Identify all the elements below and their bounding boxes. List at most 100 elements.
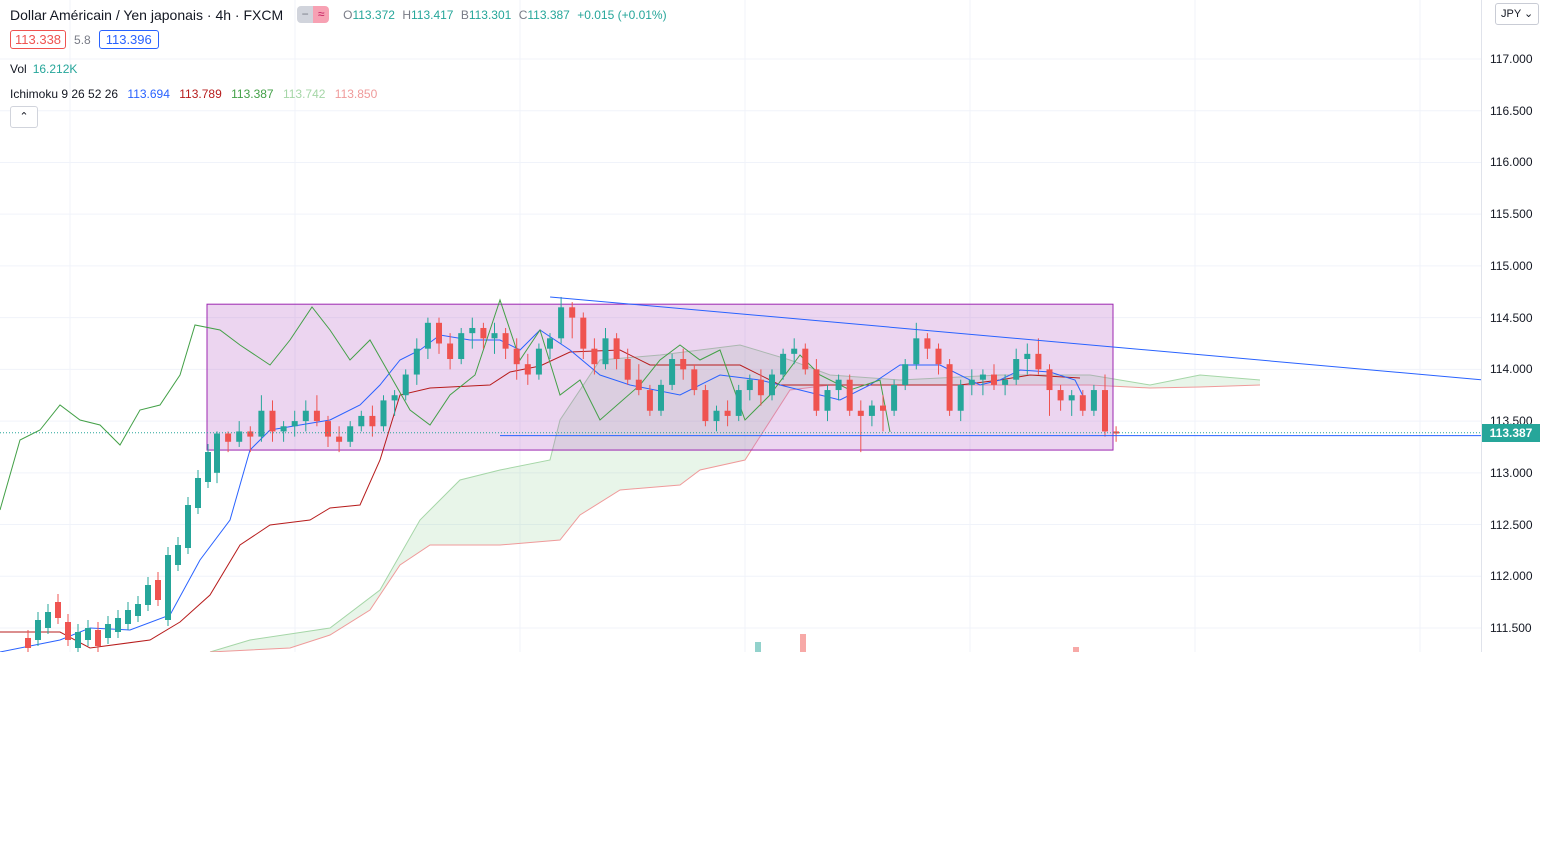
candle xyxy=(946,364,953,411)
candle xyxy=(75,632,81,648)
candle xyxy=(547,338,553,349)
candle xyxy=(680,359,687,370)
candle xyxy=(580,317,587,349)
candle xyxy=(1013,359,1020,380)
buy-button[interactable]: 113.396 xyxy=(98,30,159,49)
candle xyxy=(369,415,376,427)
candle xyxy=(347,426,354,442)
approx-icon[interactable]: ≈ xyxy=(313,6,330,23)
candle xyxy=(713,410,720,422)
candle xyxy=(115,618,121,632)
candle xyxy=(802,348,809,370)
price-chart[interactable] xyxy=(0,0,1481,652)
candle xyxy=(247,431,254,437)
candle xyxy=(735,390,742,416)
candle xyxy=(1046,369,1053,391)
candle xyxy=(491,333,498,339)
status-pill[interactable]: − ≈ xyxy=(297,6,330,23)
candle xyxy=(95,630,101,646)
candle xyxy=(214,433,220,473)
candle xyxy=(85,628,91,640)
candle xyxy=(846,379,853,411)
candle xyxy=(835,379,842,391)
candle xyxy=(591,348,598,365)
candle xyxy=(258,410,265,437)
candle xyxy=(391,395,398,401)
candle xyxy=(436,322,442,344)
sell-button[interactable]: 113.338 xyxy=(10,30,67,49)
candle xyxy=(469,327,476,334)
candle xyxy=(669,359,676,385)
candle xyxy=(635,379,642,391)
candle xyxy=(45,612,51,628)
collapse-legend-button[interactable]: ⌃ xyxy=(10,106,38,128)
candle xyxy=(868,405,875,416)
candle xyxy=(824,390,831,411)
ohlc-values: O113.372 H113.417 B113.301 C113.387 +0.0… xyxy=(343,8,670,22)
candle xyxy=(991,374,997,385)
candle xyxy=(957,384,964,411)
candle xyxy=(880,405,886,411)
candle xyxy=(535,348,542,375)
candle xyxy=(402,374,409,396)
candle xyxy=(145,585,151,605)
change-value: +0.015 (+0.01%) xyxy=(577,7,667,22)
price-tick-label: 117.000 xyxy=(1490,52,1533,66)
candle xyxy=(979,374,986,380)
candle xyxy=(336,436,343,442)
close-value: 113.387 xyxy=(527,7,570,22)
candle xyxy=(135,604,141,616)
price-tick-label: 113.000 xyxy=(1490,465,1533,480)
high-label: H xyxy=(402,7,411,22)
candle xyxy=(902,364,909,385)
volume-legend[interactable]: Vol 16.212K xyxy=(10,62,77,76)
trade-row: 113.338 5.8 113.396 xyxy=(10,30,159,49)
price-scale[interactable]: JPY ⌄ 117.000 116.500 116.000 115.500 115.00… xyxy=(1481,0,1543,652)
candle xyxy=(658,384,664,411)
ichimoku-label: Ichimoku 9 26 52 26 xyxy=(10,87,119,101)
price-tick-label: 116.000 xyxy=(1490,155,1533,170)
candle xyxy=(513,348,520,365)
chart-pane[interactable]: Dollar Américain / Yen japonais · 4h · F… xyxy=(0,0,1481,652)
volume-bar xyxy=(755,642,761,652)
candle xyxy=(480,327,487,339)
candle xyxy=(447,343,454,360)
candle xyxy=(313,410,320,422)
candle xyxy=(913,338,920,365)
candle xyxy=(691,369,698,391)
kijun-sen-line xyxy=(0,349,1081,649)
candle xyxy=(269,410,276,432)
last-price-label: 113.387 xyxy=(1482,423,1540,442)
candle xyxy=(702,390,709,422)
spread-value: 5.8 xyxy=(74,32,91,47)
price-tick-label: 116.500 xyxy=(1490,103,1533,118)
candle xyxy=(746,379,753,391)
candle xyxy=(1102,390,1108,432)
candle xyxy=(935,348,942,365)
price-tick-label: 115.500 xyxy=(1490,207,1533,222)
ichimoku-legend[interactable]: Ichimoku 9 26 52 26 113.694 113.789 113.… xyxy=(10,87,377,101)
candle xyxy=(280,426,287,432)
candle xyxy=(1068,395,1075,401)
volume-bar xyxy=(1073,647,1079,652)
chevron-up-icon: ⌃ xyxy=(19,111,29,123)
currency-selector[interactable]: JPY ⌄ xyxy=(1495,3,1540,25)
minus-icon[interactable]: − xyxy=(297,6,314,23)
volume-bar xyxy=(800,634,806,652)
candle xyxy=(458,333,465,360)
candle xyxy=(413,348,420,375)
candle xyxy=(175,545,181,565)
price-tick-label: 115.000 xyxy=(1490,258,1533,273)
candle xyxy=(791,348,798,354)
senkou-span-a-line xyxy=(209,344,1261,652)
candle xyxy=(624,359,631,380)
ichimoku-span-a-value: 113.742 xyxy=(282,87,326,101)
close-label: C xyxy=(518,7,528,22)
candle xyxy=(236,431,243,442)
candle xyxy=(195,478,201,508)
open-value: 113.372 xyxy=(352,7,395,22)
candle xyxy=(1002,379,1009,385)
symbol-title[interactable]: Dollar Américain / Yen japonais · 4h · F… xyxy=(10,6,284,23)
candle xyxy=(857,410,864,416)
candle xyxy=(502,333,509,349)
